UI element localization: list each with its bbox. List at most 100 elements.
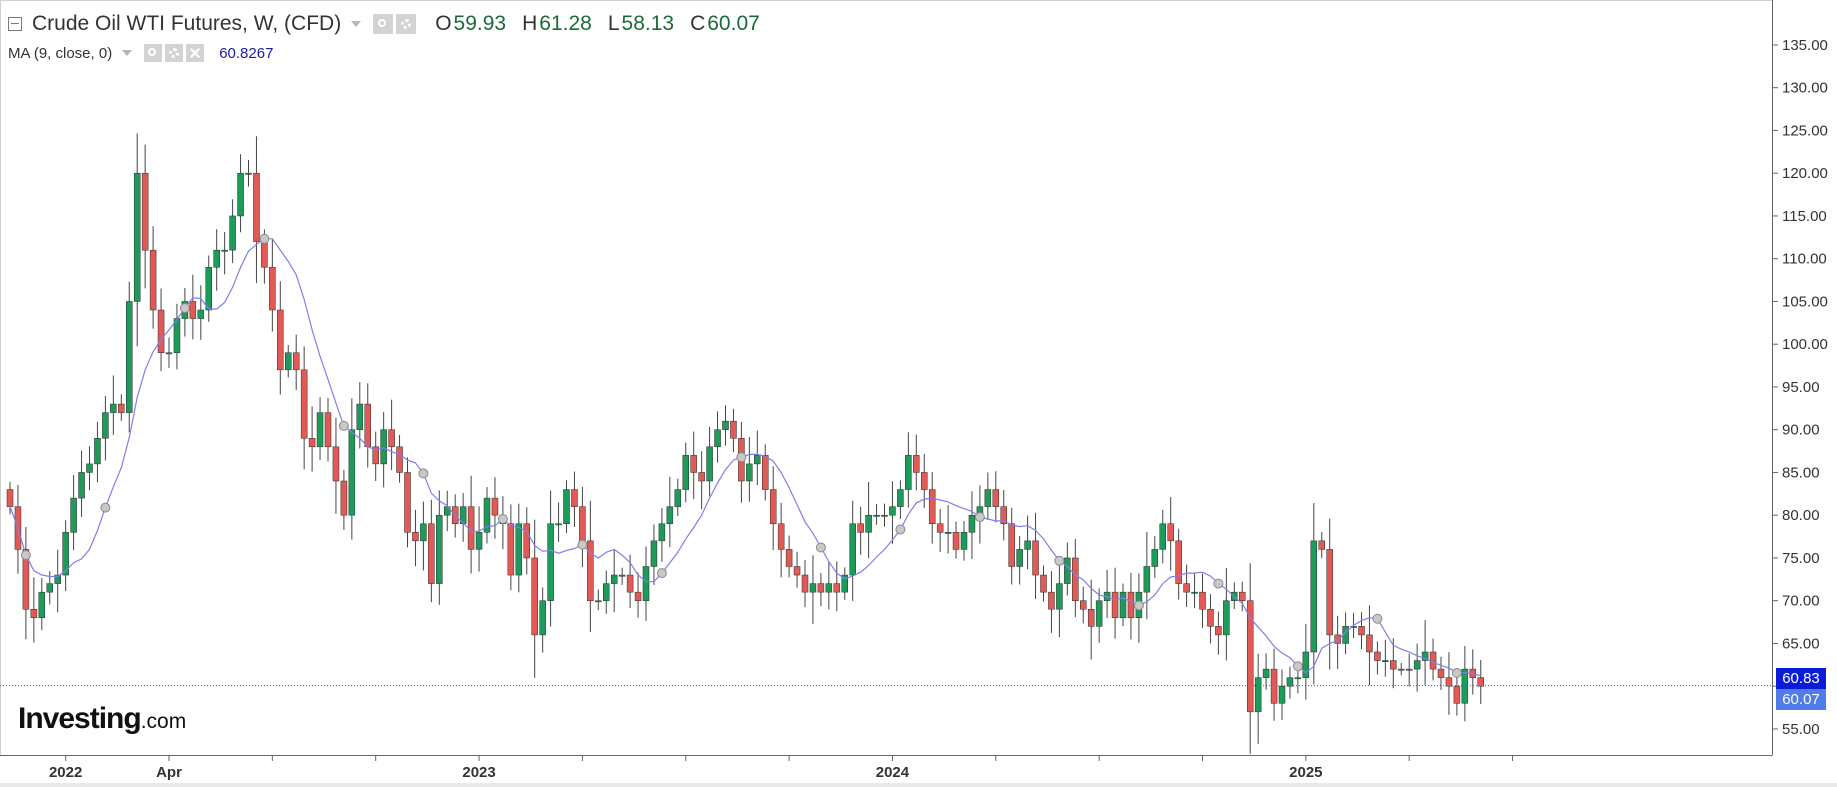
candle-body — [451, 506, 459, 524]
candle-body — [277, 309, 284, 371]
candle-body — [300, 369, 308, 439]
y-tick-label: 70.00 — [1782, 593, 1820, 610]
candle-body — [245, 172, 252, 175]
plot-border — [0, 0, 1773, 756]
candle-body — [1390, 660, 1397, 670]
candle-body — [642, 566, 650, 601]
collapse-legend-button[interactable] — [8, 17, 22, 31]
candle-body — [626, 574, 634, 593]
chevron-down-icon[interactable] — [351, 21, 362, 27]
candle-body — [213, 249, 220, 268]
logo-word: Investing — [18, 702, 142, 735]
high-label: H — [522, 12, 538, 35]
candle-body — [1398, 668, 1405, 671]
ma-indicator-label: MA (9, close, 0) — [8, 44, 113, 62]
candle-body — [539, 600, 546, 636]
candle-body — [221, 249, 228, 252]
candle-body — [1223, 600, 1230, 636]
candle-body — [603, 583, 610, 601]
y-tick-label: 105.00 — [1782, 293, 1828, 310]
chevron-down-icon[interactable] — [122, 50, 133, 56]
candle-body — [118, 403, 125, 413]
open-label: O — [435, 12, 452, 35]
candle-body — [78, 472, 85, 499]
candle-body — [682, 455, 689, 490]
candle-body — [285, 352, 292, 371]
event-marker — [259, 233, 270, 244]
y-tick-label: 130.00 — [1782, 80, 1828, 97]
candle-body — [698, 472, 705, 482]
event-marker — [1054, 555, 1065, 566]
candle-body — [475, 532, 483, 550]
candle-body — [1366, 634, 1373, 653]
candle-body — [1294, 677, 1302, 680]
y-tick-label: 110.00 — [1782, 251, 1827, 268]
candle-body — [1334, 634, 1341, 644]
event-marker — [497, 514, 508, 524]
candle-body — [269, 267, 276, 311]
candle-body — [960, 532, 968, 550]
candle-body — [1080, 600, 1087, 610]
close-value: 60.07 — [707, 12, 760, 35]
candle-body — [913, 455, 920, 473]
candle-body — [70, 497, 77, 533]
candle-body — [316, 412, 324, 448]
gear-icon[interactable] — [165, 44, 184, 62]
candle-body — [841, 574, 848, 593]
candle-body — [340, 480, 348, 516]
event-marker — [1292, 661, 1303, 672]
candle-body — [587, 540, 594, 601]
low-label: L — [607, 12, 620, 35]
candle-body — [634, 591, 642, 601]
candle-body — [531, 557, 538, 636]
candle-body — [1405, 668, 1413, 671]
candle-body — [292, 352, 300, 371]
candle-body — [1024, 540, 1031, 550]
ma-value: 60.8267 — [219, 44, 274, 62]
candle-body — [1151, 549, 1159, 567]
candle-body — [149, 249, 157, 311]
candle-body — [571, 489, 578, 507]
candle-body — [1111, 591, 1119, 619]
candle-body — [992, 489, 1000, 507]
x-tick-label: 2023 — [462, 764, 495, 781]
candle-body — [873, 514, 880, 517]
close-icon[interactable] — [186, 44, 205, 62]
candle-body — [1175, 540, 1182, 584]
candle-body — [666, 506, 674, 524]
eye-icon[interactable] — [144, 44, 163, 62]
candle-body — [523, 523, 530, 559]
event-marker — [815, 542, 826, 553]
candle-body — [1167, 523, 1174, 542]
candle-body — [396, 446, 403, 473]
candle-body — [801, 574, 809, 593]
candle-body — [1310, 540, 1318, 653]
close-price-tag: 60.07 — [1776, 688, 1826, 710]
x-tick-label: 2024 — [876, 764, 910, 781]
event-marker — [179, 303, 190, 314]
candle-body — [1048, 591, 1055, 610]
bottom-strip — [0, 783, 1837, 787]
candle-body — [1246, 600, 1254, 713]
ma-price-tag: 60.83 — [1776, 668, 1826, 690]
candle-body — [205, 267, 212, 311]
x-tick-label: 2025 — [1289, 764, 1322, 781]
candle-body — [62, 532, 69, 576]
investing-logo: Investing.com — [18, 702, 186, 736]
candle-body — [706, 446, 713, 482]
event-marker — [338, 420, 349, 431]
high-value: 61.28 — [539, 12, 592, 35]
candle-body — [889, 506, 896, 516]
candle-body — [817, 583, 825, 593]
eye-icon[interactable] — [373, 14, 394, 34]
candle-body — [1159, 523, 1166, 550]
candle-body — [1437, 668, 1445, 678]
candle-body — [905, 455, 912, 490]
candle-body — [133, 172, 141, 302]
candle-body — [86, 463, 93, 473]
candle-body — [579, 506, 586, 542]
candle-body — [1350, 626, 1357, 628]
candle-body — [936, 523, 944, 533]
gear-icon[interactable] — [396, 14, 417, 34]
